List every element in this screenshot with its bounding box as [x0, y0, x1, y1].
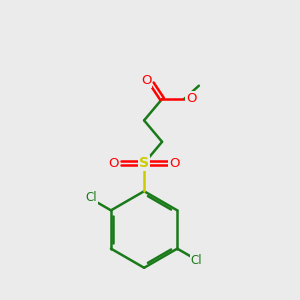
Text: S: S: [139, 156, 149, 170]
Text: Cl: Cl: [191, 254, 203, 267]
Text: O: O: [186, 92, 197, 106]
Text: O: O: [141, 74, 151, 87]
Text: O: O: [169, 157, 180, 170]
Text: O: O: [109, 157, 119, 170]
Text: Cl: Cl: [86, 190, 98, 204]
